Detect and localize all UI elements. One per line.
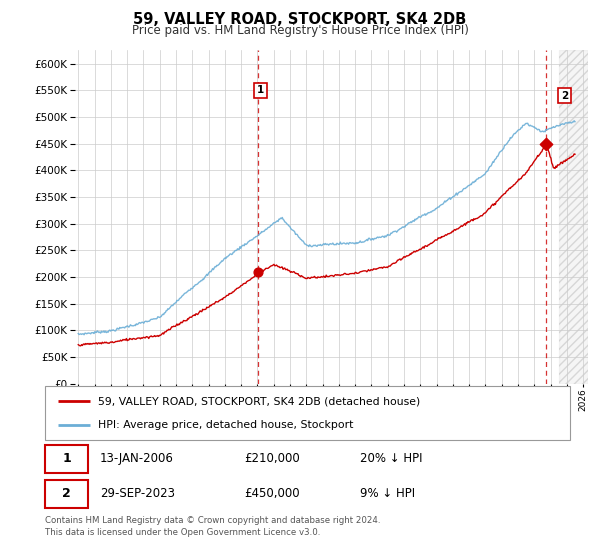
Text: 20% ↓ HPI: 20% ↓ HPI bbox=[360, 452, 422, 465]
FancyBboxPatch shape bbox=[45, 445, 88, 473]
Point bbox=[542, 139, 551, 148]
Text: 13-JAN-2006: 13-JAN-2006 bbox=[100, 452, 174, 465]
Text: 59, VALLEY ROAD, STOCKPORT, SK4 2DB: 59, VALLEY ROAD, STOCKPORT, SK4 2DB bbox=[133, 12, 467, 27]
Point bbox=[253, 267, 263, 276]
Text: £210,000: £210,000 bbox=[245, 452, 300, 465]
Text: 2: 2 bbox=[561, 91, 568, 101]
Text: Contains HM Land Registry data © Crown copyright and database right 2024.
This d: Contains HM Land Registry data © Crown c… bbox=[45, 516, 380, 537]
Text: 1: 1 bbox=[257, 85, 264, 95]
Text: 9% ↓ HPI: 9% ↓ HPI bbox=[360, 487, 415, 500]
Bar bbox=[559, 50, 588, 384]
FancyBboxPatch shape bbox=[45, 479, 88, 507]
FancyBboxPatch shape bbox=[45, 386, 570, 440]
Text: 59, VALLEY ROAD, STOCKPORT, SK4 2DB (detached house): 59, VALLEY ROAD, STOCKPORT, SK4 2DB (det… bbox=[97, 396, 420, 407]
Text: HPI: Average price, detached house, Stockport: HPI: Average price, detached house, Stoc… bbox=[97, 419, 353, 430]
Text: £450,000: £450,000 bbox=[245, 487, 300, 500]
Text: Price paid vs. HM Land Registry's House Price Index (HPI): Price paid vs. HM Land Registry's House … bbox=[131, 24, 469, 36]
Bar bbox=[559, 50, 588, 384]
Text: 29-SEP-2023: 29-SEP-2023 bbox=[100, 487, 175, 500]
Text: 2: 2 bbox=[62, 487, 71, 500]
Text: 1: 1 bbox=[62, 452, 71, 465]
